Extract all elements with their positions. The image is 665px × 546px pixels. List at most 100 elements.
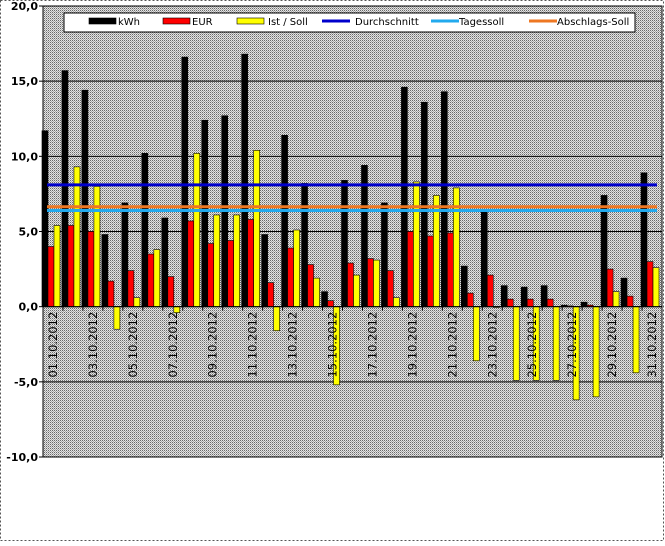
bar-kwh: [361, 165, 368, 307]
bar-eur: [187, 220, 195, 307]
bar-eur: [107, 280, 115, 307]
x-tick-label: 07.10.2012: [166, 312, 180, 378]
bar-kwh: [500, 285, 508, 307]
bar-ist-soll: [433, 195, 440, 307]
y-tick-label: -10,0: [6, 451, 38, 464]
bar-kwh: [41, 130, 49, 307]
bar-eur: [247, 219, 254, 307]
bar-kwh: [81, 89, 89, 307]
bar-eur: [506, 298, 514, 307]
bar-eur: [427, 235, 434, 307]
bar-eur: [207, 243, 215, 307]
bar-eur: [387, 270, 394, 307]
legend-label-ist-soll: Ist / Soll: [268, 17, 308, 28]
bar-kwh: [281, 134, 288, 307]
bar-kwh: [261, 234, 268, 307]
bar-kwh: [181, 56, 189, 307]
bar-ist-soll: [612, 291, 620, 307]
bar-kwh: [201, 119, 209, 307]
bar-ist-soll: [273, 306, 280, 332]
x-tick-label: 21.10.2012: [445, 312, 459, 378]
bar-ist-soll: [213, 214, 221, 307]
legend-label-abschlags-soll: Abschlags-Soll: [557, 17, 629, 28]
legend-swatch-kwh: [88, 17, 117, 25]
bar-kwh: [620, 277, 628, 307]
legend-label-kwh: kWh: [118, 17, 140, 28]
x-tick-label: 29.10.2012: [605, 312, 619, 378]
bar-ist-soll: [632, 306, 640, 374]
bar-kwh: [121, 202, 129, 307]
bar-eur: [307, 264, 314, 307]
legend-label-tagessoll: Tagessoll: [458, 17, 504, 28]
bar-eur: [347, 262, 354, 307]
bar-kwh: [580, 301, 588, 307]
bar-kwh: [441, 91, 448, 307]
bar-ist-soll: [413, 181, 420, 307]
legend-swatch-ist-soll: [236, 17, 265, 25]
legend-label-eur: EUR: [192, 17, 213, 28]
bar-eur: [486, 274, 494, 307]
bar-eur: [447, 232, 454, 307]
bar-ist-soll: [73, 166, 81, 307]
bar-eur: [646, 261, 654, 307]
bar-kwh: [341, 180, 348, 307]
bar-eur: [147, 253, 155, 307]
bar-eur: [167, 276, 175, 307]
bar-ist-soll: [652, 267, 660, 307]
bar-ist-soll: [393, 297, 400, 307]
bar-kwh: [321, 291, 328, 307]
x-tick-label: 15.10.2012: [326, 312, 340, 378]
bar-ist-soll: [353, 274, 360, 307]
x-tick-label: 03.10.2012: [86, 312, 100, 378]
bar-ist-soll: [473, 306, 480, 362]
bar-eur: [267, 282, 274, 307]
x-tick-label: 27.10.2012: [565, 312, 579, 378]
y-tick-label: 15,0: [11, 75, 38, 88]
bar-eur: [327, 300, 334, 307]
x-tick-label: 05.10.2012: [126, 312, 140, 378]
bar-kwh: [540, 285, 548, 307]
bar-kwh: [520, 286, 528, 307]
y-tick-label: 10,0: [11, 150, 38, 163]
bar-ist-soll: [313, 277, 320, 307]
x-tick-label: 13.10.2012: [286, 312, 300, 378]
bar-eur: [47, 246, 55, 307]
bar-eur: [287, 247, 294, 307]
bar-ist-soll: [293, 229, 300, 307]
bar-ist-soll: [153, 249, 161, 307]
bar-ist-soll: [193, 153, 201, 307]
bar-ist-soll: [93, 186, 101, 307]
bar-eur: [546, 298, 554, 307]
x-tick-label: 09.10.2012: [206, 312, 220, 378]
bar-kwh: [421, 101, 428, 307]
x-tick-label: 23.10.2012: [485, 312, 499, 378]
bar-eur: [87, 231, 95, 307]
bar-eur: [626, 295, 634, 307]
y-tick-label: -5,0: [14, 376, 38, 389]
bar-ist-soll: [233, 214, 240, 307]
bar-ist-soll: [592, 306, 600, 398]
x-tick-label: 31.10.2012: [645, 312, 659, 378]
x-tick-label: 17.10.2012: [365, 312, 379, 378]
bar-eur: [526, 298, 534, 307]
bar-ist-soll: [53, 225, 61, 307]
bar-eur: [606, 268, 614, 307]
bar-eur: [67, 225, 75, 307]
legend-label-durchschnitt: Durchschnitt: [355, 17, 419, 28]
bar-kwh: [381, 202, 388, 307]
bar-ist-soll: [113, 306, 121, 330]
bar-ist-soll: [373, 259, 380, 307]
y-tick-label: 20,0: [11, 0, 38, 13]
bar-eur: [407, 231, 414, 307]
bar-kwh: [600, 195, 608, 307]
y-tick-label: 0,0: [19, 301, 39, 314]
bar-ist-soll: [133, 297, 141, 307]
bar-kwh: [461, 265, 468, 307]
bar-kwh: [61, 70, 69, 307]
bar-kwh: [161, 217, 169, 307]
legend-swatch-eur: [162, 17, 191, 25]
bar-kwh: [640, 172, 648, 307]
bar-ist-soll: [552, 306, 560, 381]
